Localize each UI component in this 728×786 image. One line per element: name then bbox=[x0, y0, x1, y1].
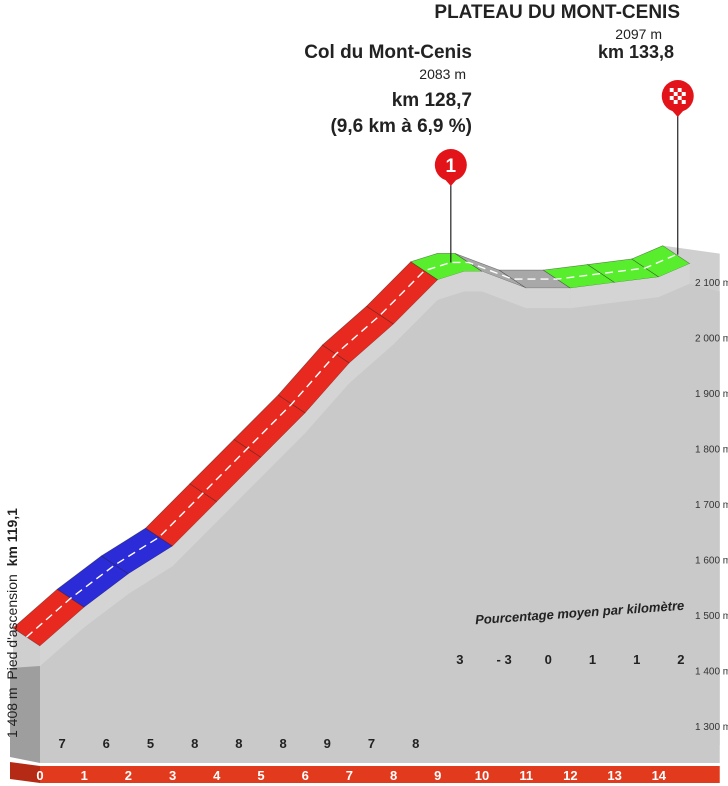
gradient-label: 8 bbox=[412, 736, 419, 751]
start-text: Pied d'ascension bbox=[4, 574, 20, 680]
flag-cell bbox=[681, 92, 686, 96]
gradient-label: 5 bbox=[147, 736, 154, 751]
y-axis-ticks: 1 300 m 1 400 m 1 500 m 1 600 m 1 700 m 1 800… bbox=[695, 278, 728, 733]
summit-markers: 1 bbox=[434, 80, 694, 263]
ribbon-lip bbox=[437, 271, 482, 300]
y-tick-label: 1 600 m bbox=[695, 556, 728, 567]
km-tick-label: 7 bbox=[346, 768, 353, 783]
col-detail: (9,6 km à 6,9 %) bbox=[330, 116, 472, 137]
gradient-label: 8 bbox=[235, 736, 242, 751]
ribbon-lip bbox=[128, 546, 173, 594]
flag-cell bbox=[673, 96, 678, 100]
km-axis-band: 0 1 2 3 4 5 6 7 8 9 10 11 12 13 14 bbox=[10, 762, 720, 783]
flag-cell bbox=[681, 88, 686, 92]
ribbon-lip bbox=[526, 288, 571, 309]
km-tick-label: 6 bbox=[302, 768, 309, 783]
ribbon-centerline bbox=[26, 254, 677, 638]
flag-cell bbox=[673, 100, 678, 104]
ribbon-lip bbox=[305, 363, 350, 433]
flag-cell bbox=[669, 88, 674, 92]
col-marker-pin bbox=[434, 149, 467, 181]
ribbon-lip bbox=[40, 607, 85, 667]
finish-altitude: 2097 m bbox=[615, 26, 662, 42]
gradient-label: 7 bbox=[368, 736, 375, 751]
gradient-label: 2 bbox=[677, 652, 684, 667]
gradient-label: - 3 bbox=[497, 652, 512, 667]
finish-marker-tip bbox=[669, 108, 686, 117]
ribbon-lip bbox=[349, 324, 394, 384]
km-tick-label: 14 bbox=[652, 768, 667, 783]
ribbon-lip bbox=[393, 279, 438, 345]
flag-cell bbox=[677, 92, 682, 96]
gradient-label: 6 bbox=[103, 736, 110, 751]
y-tick-label: 1 400 m bbox=[695, 667, 728, 678]
km-tick-label: 8 bbox=[390, 768, 397, 783]
col-altitude: 2083 m bbox=[419, 66, 466, 82]
km-tick-label: 10 bbox=[475, 768, 489, 783]
start-label: 1 408 m Pied d'ascension km 119,1 bbox=[4, 358, 20, 738]
km-tick-label: 1 bbox=[81, 768, 88, 783]
gradient-label: 1 bbox=[633, 652, 640, 667]
finish-km: km 133,8 bbox=[597, 42, 674, 62]
ribbon-lip bbox=[614, 276, 659, 303]
flag-cell bbox=[673, 92, 678, 96]
gradient-label: 8 bbox=[191, 736, 198, 751]
finish-title: PLATEAU DU MONT-CENIS bbox=[434, 2, 680, 23]
flag-cell bbox=[669, 100, 674, 104]
ribbon-centerline bbox=[26, 254, 677, 638]
y-tick-label: 1 700 m bbox=[695, 500, 728, 511]
ribbon-lip bbox=[482, 271, 527, 309]
gradient-label: 3 bbox=[456, 652, 463, 667]
y-tick-label: 1 900 m bbox=[695, 389, 728, 400]
gradient-label: 0 bbox=[545, 652, 552, 667]
ribbon-lip bbox=[172, 501, 217, 567]
y-tick-label: 1 300 m bbox=[695, 722, 728, 733]
ribbon-lip bbox=[570, 282, 615, 309]
km-tick-label: 0 bbox=[36, 768, 43, 783]
ribbon-lip bbox=[216, 457, 261, 522]
ribbon-lip bbox=[261, 412, 306, 478]
col-name: Col du Mont-Cenis bbox=[304, 42, 472, 63]
flag-cell bbox=[677, 100, 682, 104]
gradient-label: 7 bbox=[58, 736, 65, 751]
y-tick-label: 1 800 m bbox=[695, 445, 728, 456]
km-tick-label: 3 bbox=[169, 768, 176, 783]
col-marker-tip bbox=[442, 177, 459, 186]
km-tick-label: 5 bbox=[257, 768, 264, 783]
start-km: km 119,1 bbox=[4, 508, 20, 567]
ribbon-lip bbox=[84, 573, 129, 628]
profile-left-side bbox=[10, 666, 40, 763]
gradient-label: 9 bbox=[324, 736, 331, 751]
km-tick-label: 2 bbox=[125, 768, 132, 783]
flag-cell bbox=[677, 88, 682, 92]
km-tick-label: 12 bbox=[563, 768, 577, 783]
gradient-label: 1 bbox=[589, 652, 596, 667]
km-band-side bbox=[10, 762, 40, 783]
col-km: km 128,7 bbox=[391, 90, 472, 111]
km-band bbox=[40, 766, 720, 783]
km-tick-label: 11 bbox=[519, 768, 533, 783]
flag-cell bbox=[681, 96, 686, 100]
col-marker-number: 1 bbox=[446, 156, 457, 177]
km-tick-label: 13 bbox=[607, 768, 621, 783]
km-tick-label: 4 bbox=[213, 768, 221, 783]
flag-cell bbox=[681, 100, 686, 104]
flag-cell bbox=[673, 88, 678, 92]
ribbon-lip bbox=[658, 263, 690, 297]
y-tick-label: 2 100 m bbox=[695, 278, 728, 289]
start-altitude: 1 408 m bbox=[4, 687, 20, 738]
gradient-label: 8 bbox=[279, 736, 286, 751]
flag-cell bbox=[669, 92, 674, 96]
flag-cell bbox=[669, 96, 674, 100]
flag-cell bbox=[677, 96, 682, 100]
km-tick-label: 9 bbox=[434, 768, 441, 783]
profile-front-face bbox=[10, 283, 720, 763]
checkered-flag-icon bbox=[669, 88, 686, 104]
profile-front-wall bbox=[40, 283, 720, 763]
y-tick-label: 2 000 m bbox=[695, 334, 728, 345]
y-tick-label: 1 500 m bbox=[695, 611, 728, 622]
